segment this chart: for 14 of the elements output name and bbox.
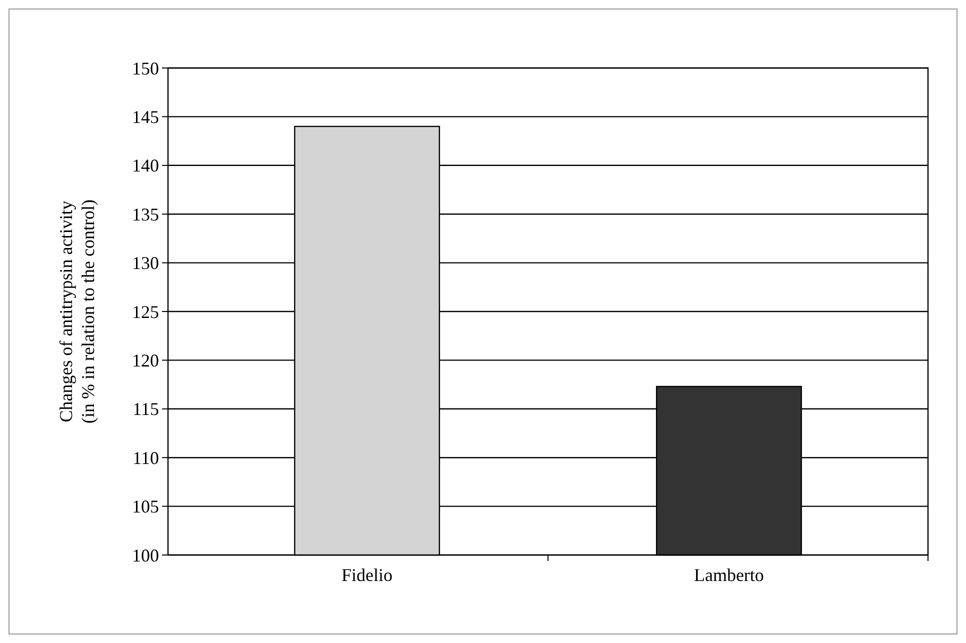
- y-tick-label: 145: [132, 107, 159, 127]
- x-tick-label: Lamberto: [694, 565, 764, 585]
- y-tick-label: 135: [132, 204, 159, 224]
- y-tick-label: 100: [132, 545, 159, 566]
- y-tick-label: 115: [132, 399, 159, 420]
- y-tick-label: 150: [132, 58, 159, 78]
- x-tick-label: Fidelio: [342, 565, 393, 585]
- y-tick-label: 140: [132, 156, 159, 176]
- y-tick-label: 120: [132, 350, 159, 370]
- y-tick-label: 110: [132, 448, 159, 468]
- y-axis-title: Changes of antitrypsin activity (in % in relation to the control): [56, 200, 98, 424]
- y-tick-label: 125: [132, 302, 159, 322]
- y-tick-label: 105: [132, 496, 159, 517]
- y-tick-label: 130: [132, 253, 159, 274]
